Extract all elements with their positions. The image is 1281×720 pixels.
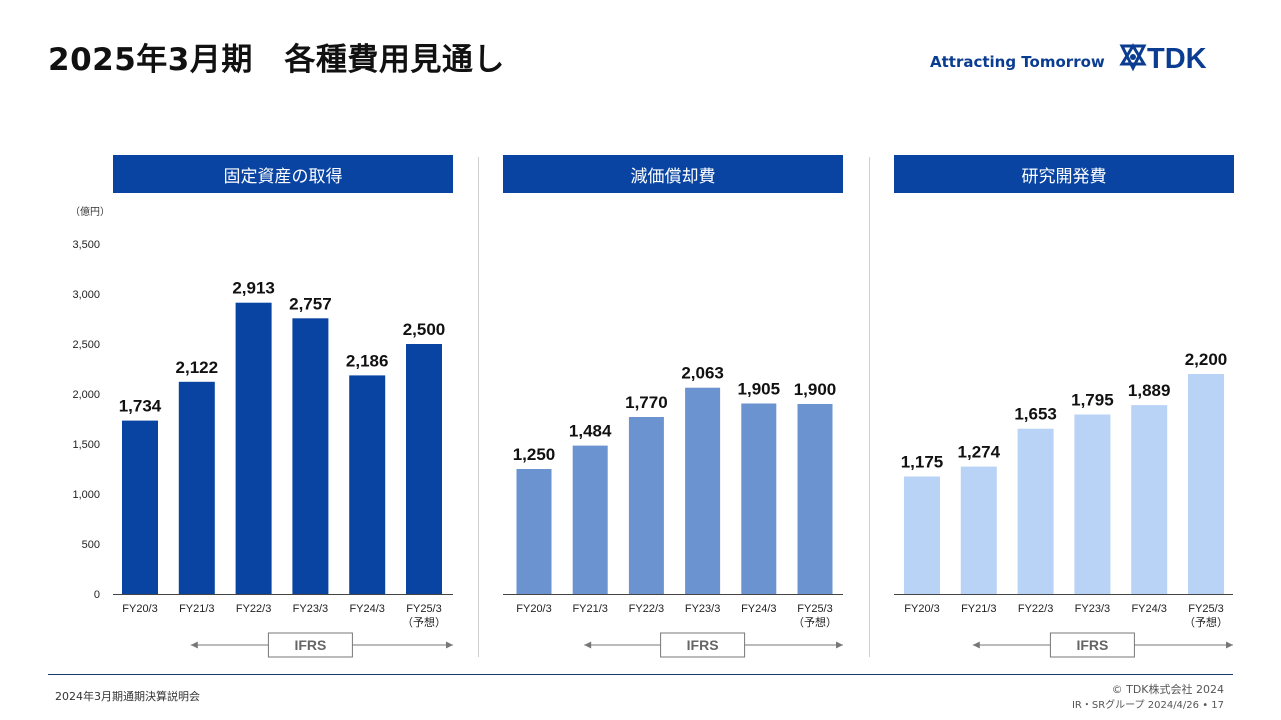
bar	[1131, 405, 1168, 594]
footer-event-name: 2024年3月期通期決算説明会	[55, 690, 200, 703]
x-tick-label: FY24/3	[741, 603, 776, 615]
ifrs-arrowhead-left	[584, 641, 592, 649]
ifrs-arrowhead-left	[972, 641, 980, 649]
bar-value-label: 1,484	[569, 422, 612, 441]
ifrs-arrowhead-right	[836, 641, 843, 649]
bar	[292, 318, 329, 594]
bar	[516, 469, 552, 594]
bar-value-label: 2,122	[176, 358, 219, 377]
bar-value-label: 1,905	[738, 380, 781, 399]
x-tick-label: FY23/3	[685, 603, 720, 615]
bar-value-label: 2,913	[232, 279, 275, 298]
bar-value-label: 1,770	[625, 393, 668, 412]
footer-page-info: IR・SRグループ 2024/4/26 • 17	[1071, 700, 1224, 711]
ifrs-arrowhead-right	[1226, 641, 1233, 649]
x-tick-label: FY23/3	[293, 603, 328, 615]
x-tick-label: FY25/3	[1188, 603, 1223, 615]
panel-header-depreciation: 減価償却費	[503, 155, 843, 193]
tdk-logo-icon	[1119, 43, 1147, 72]
ifrs-label-box	[660, 632, 746, 658]
bar-value-label: 1,889	[1128, 381, 1171, 400]
ifrs-label: IFRS	[1076, 637, 1108, 653]
y-tick-label: 2,500	[72, 339, 100, 351]
bar	[1017, 428, 1054, 594]
x-tick-note: （予想）	[1184, 615, 1228, 629]
bar-value-label: 2,063	[681, 364, 724, 383]
y-tick-label: 1,500	[72, 439, 100, 451]
footer-copyright: © TDK株式会社 2024	[1111, 683, 1224, 696]
bar	[1188, 374, 1224, 594]
bar	[572, 445, 608, 594]
bar-value-label: 1,250	[513, 445, 556, 464]
y-tick-label: 0	[94, 589, 100, 601]
x-tick-note: （予想）	[402, 615, 446, 629]
bar	[235, 302, 272, 594]
ifrs-arrowhead-left	[190, 641, 198, 649]
page-title: 2025年3月期 各種費用見通し	[48, 42, 505, 78]
brand-tagline: Attracting Tomorrow	[930, 53, 1105, 71]
y-tick-label: 3,000	[72, 289, 100, 301]
ifrs-arrowhead-right	[446, 641, 453, 649]
tdk-logo: TDK	[1119, 43, 1207, 72]
x-tick-label: FY21/3	[179, 603, 214, 615]
ifrs-label: IFRS	[687, 637, 719, 653]
bar	[1074, 414, 1111, 594]
x-tick-label: FY24/3	[349, 603, 384, 615]
panel-header-rnd: 研究開発費	[894, 155, 1234, 193]
x-tick-note: （予想）	[793, 615, 837, 629]
tdk-logo-text: TDK	[1147, 43, 1207, 72]
x-tick-label: FY24/3	[1131, 603, 1166, 615]
ifrs-label-box	[267, 632, 353, 658]
bar	[178, 381, 215, 594]
ifrs-label-box	[1049, 632, 1135, 658]
x-tick-label: FY21/3	[961, 603, 996, 615]
bar-value-label: 1,734	[119, 397, 162, 416]
x-tick-label: FY25/3	[797, 603, 832, 615]
y-axis-unit-label: （億円）	[70, 205, 110, 218]
bar-value-label: 1,795	[1071, 391, 1114, 410]
bar	[685, 387, 721, 594]
bar-value-label: 1,175	[901, 453, 944, 472]
bar	[904, 476, 940, 594]
bar	[741, 403, 777, 594]
y-tick-label: 1,000	[72, 489, 100, 501]
panel-header-capex: 固定資産の取得	[113, 155, 453, 193]
bar	[122, 420, 158, 594]
footer-divider	[48, 674, 1233, 675]
bar-value-label: 2,500	[403, 320, 446, 339]
x-tick-label: FY25/3	[406, 603, 441, 615]
x-tick-label: FY20/3	[904, 603, 939, 615]
panel-divider	[869, 157, 870, 657]
bar	[349, 375, 386, 594]
ifrs-label: IFRS	[294, 637, 326, 653]
bar	[797, 404, 833, 594]
bar	[628, 417, 664, 594]
bar-value-label: 1,900	[794, 380, 837, 399]
x-tick-label: FY20/3	[516, 603, 551, 615]
bar-value-label: 2,186	[346, 351, 389, 370]
x-tick-label: FY22/3	[629, 603, 664, 615]
bar	[406, 344, 442, 594]
y-tick-label: 2,000	[72, 389, 100, 401]
x-tick-label: FY20/3	[122, 603, 157, 615]
x-tick-label: FY22/3	[1018, 603, 1053, 615]
bar-value-label: 1,274	[958, 443, 1001, 462]
bar-value-label: 2,757	[289, 294, 332, 313]
x-tick-label: FY22/3	[236, 603, 271, 615]
x-tick-label: FY23/3	[1075, 603, 1110, 615]
bar	[960, 466, 997, 594]
x-tick-label: FY21/3	[572, 603, 607, 615]
bar-value-label: 1,653	[1014, 405, 1057, 424]
panel-divider	[478, 157, 479, 657]
y-tick-label: 3,500	[72, 239, 100, 251]
bar-value-label: 2,200	[1185, 350, 1228, 369]
y-tick-label: 500	[82, 539, 100, 551]
